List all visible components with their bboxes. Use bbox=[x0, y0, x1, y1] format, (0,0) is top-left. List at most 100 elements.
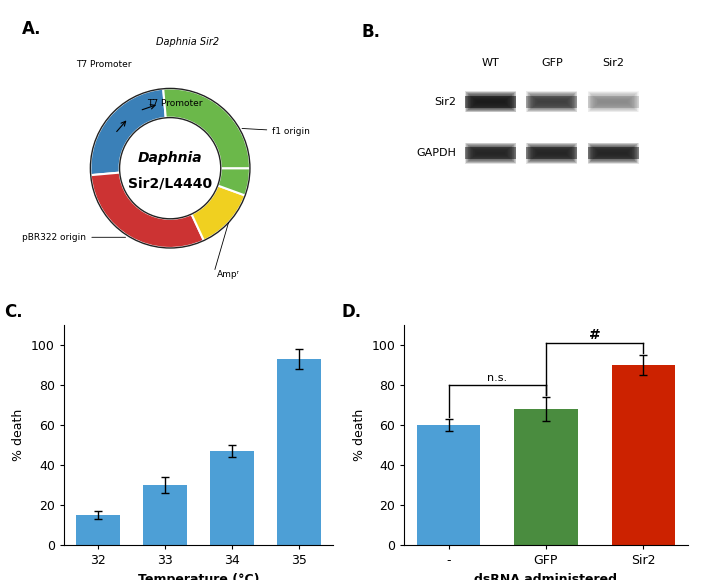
Bar bbox=[529, 144, 575, 162]
Bar bbox=[593, 147, 634, 160]
Bar bbox=[598, 151, 628, 155]
Text: A.: A. bbox=[22, 20, 42, 38]
Bar bbox=[592, 146, 634, 160]
Wedge shape bbox=[91, 173, 204, 248]
Bar bbox=[528, 93, 576, 111]
Bar bbox=[533, 97, 570, 107]
Bar bbox=[211, 451, 254, 545]
Bar bbox=[538, 152, 566, 154]
Bar bbox=[474, 150, 507, 156]
Y-axis label: % death: % death bbox=[352, 409, 366, 461]
Text: GAPDH: GAPDH bbox=[417, 148, 457, 158]
Bar bbox=[475, 100, 506, 104]
Bar bbox=[475, 99, 506, 104]
Bar bbox=[469, 146, 512, 160]
Bar bbox=[476, 100, 506, 103]
Bar bbox=[526, 147, 577, 160]
Bar bbox=[468, 144, 513, 162]
Bar bbox=[532, 148, 571, 158]
Bar bbox=[596, 150, 630, 156]
Bar bbox=[532, 96, 571, 107]
Bar bbox=[593, 147, 633, 159]
Wedge shape bbox=[90, 89, 166, 175]
Text: T7 Promoter: T7 Promoter bbox=[147, 99, 203, 108]
Bar bbox=[595, 97, 632, 107]
Bar bbox=[531, 146, 573, 160]
Bar bbox=[588, 143, 639, 164]
Bar bbox=[589, 144, 637, 162]
Bar bbox=[588, 96, 639, 108]
Text: D.: D. bbox=[342, 303, 362, 321]
Bar bbox=[532, 147, 571, 159]
Bar bbox=[596, 150, 630, 157]
Bar bbox=[537, 151, 567, 155]
Bar bbox=[529, 93, 575, 110]
Bar bbox=[277, 359, 321, 545]
Bar bbox=[597, 150, 629, 156]
Bar bbox=[590, 93, 636, 110]
Bar bbox=[531, 95, 573, 108]
Bar bbox=[471, 148, 510, 158]
Text: pBR322 origin: pBR322 origin bbox=[22, 233, 125, 242]
Bar bbox=[471, 147, 510, 159]
Bar bbox=[588, 143, 638, 163]
Bar bbox=[539, 153, 565, 154]
Bar bbox=[468, 93, 513, 110]
Bar bbox=[472, 97, 509, 107]
Bar bbox=[537, 100, 567, 104]
Bar bbox=[477, 102, 504, 103]
Bar bbox=[532, 96, 572, 108]
Bar bbox=[143, 485, 186, 545]
Bar bbox=[537, 151, 566, 155]
Bar bbox=[469, 146, 513, 161]
Bar bbox=[588, 91, 639, 113]
Text: B.: B. bbox=[362, 23, 380, 41]
Bar bbox=[467, 93, 514, 111]
Bar bbox=[535, 98, 569, 106]
Bar bbox=[534, 149, 570, 157]
Bar bbox=[467, 92, 515, 111]
Bar bbox=[536, 150, 568, 156]
Text: Ampʳ: Ampʳ bbox=[217, 270, 240, 280]
Bar bbox=[476, 152, 505, 154]
Text: Sir2/L4440: Sir2/L4440 bbox=[128, 177, 212, 191]
Bar bbox=[590, 93, 637, 111]
Bar bbox=[589, 92, 637, 111]
Text: Sir2: Sir2 bbox=[435, 97, 457, 107]
Bar bbox=[527, 92, 576, 112]
Wedge shape bbox=[218, 168, 250, 195]
Bar bbox=[596, 99, 630, 105]
Text: #: # bbox=[588, 328, 601, 342]
Bar bbox=[466, 143, 515, 163]
Bar bbox=[474, 150, 508, 157]
Bar bbox=[475, 150, 506, 156]
Bar bbox=[527, 92, 576, 111]
Bar bbox=[470, 147, 511, 160]
Bar bbox=[476, 151, 506, 155]
Bar bbox=[527, 144, 576, 162]
Bar bbox=[526, 96, 577, 108]
Bar bbox=[537, 100, 566, 103]
Bar bbox=[465, 143, 516, 164]
Bar bbox=[593, 96, 634, 108]
Bar bbox=[471, 96, 510, 107]
Bar bbox=[588, 147, 639, 160]
Bar bbox=[465, 91, 516, 113]
X-axis label: Temperature (°C): Temperature (°C) bbox=[138, 573, 259, 580]
Text: Daphnia: Daphnia bbox=[138, 151, 203, 165]
Bar bbox=[536, 99, 568, 104]
Bar bbox=[526, 143, 577, 164]
Bar bbox=[533, 148, 570, 158]
Bar bbox=[535, 150, 569, 156]
Bar bbox=[514, 409, 578, 545]
Bar bbox=[476, 101, 505, 103]
Bar bbox=[612, 365, 675, 545]
Bar bbox=[593, 96, 633, 108]
Bar bbox=[535, 99, 569, 105]
Y-axis label: % death: % death bbox=[12, 409, 26, 461]
Bar bbox=[467, 144, 514, 162]
Bar bbox=[467, 144, 515, 162]
Text: f1 origin: f1 origin bbox=[242, 126, 311, 136]
Text: Daphnia Sir2: Daphnia Sir2 bbox=[156, 37, 219, 46]
Bar bbox=[466, 92, 515, 112]
